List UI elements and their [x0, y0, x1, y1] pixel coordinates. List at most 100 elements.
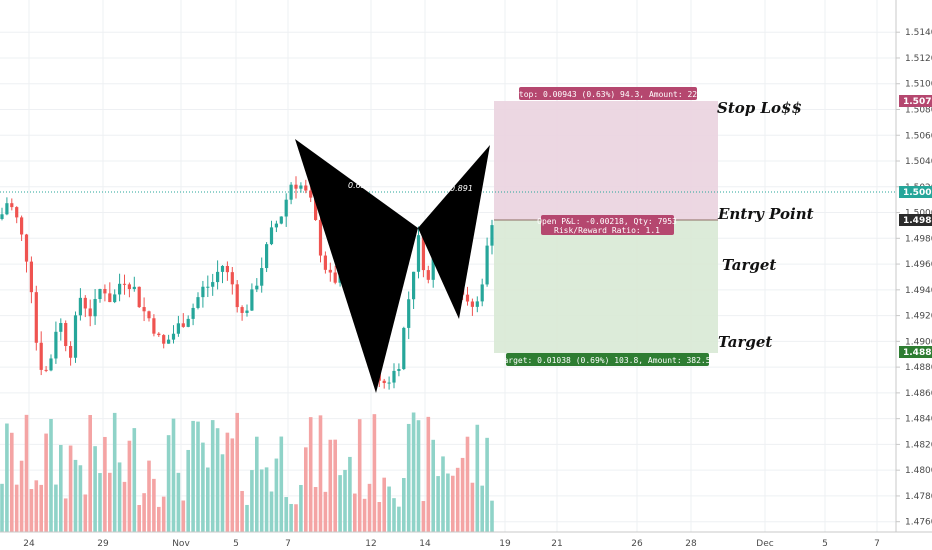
volume-bar: [402, 478, 406, 532]
volume-bar: [255, 436, 259, 532]
time-tick-label: 5: [822, 539, 828, 549]
volume-bar: [475, 424, 480, 532]
candle-body: [59, 323, 63, 332]
candle-body: [137, 286, 141, 308]
volume-bar: [377, 502, 382, 532]
price-tag-current: 1.50065: [899, 186, 932, 198]
time-tick-label: 29: [97, 539, 109, 549]
time-tick-label: 14: [419, 539, 431, 549]
candle-body: [181, 323, 185, 327]
volume-bar: [480, 485, 484, 532]
volume-bar: [274, 458, 279, 532]
time-tick-label: 21: [551, 539, 562, 549]
volume-bar: [264, 467, 269, 532]
candle-body: [490, 225, 494, 246]
candle-body: [309, 190, 313, 198]
candle-body: [73, 315, 78, 358]
volume-bar: [112, 412, 117, 532]
volume-bar: [406, 423, 411, 532]
candle-body: [113, 294, 117, 303]
candle-body: [44, 369, 48, 371]
candle-body: [49, 358, 53, 371]
candle-body: [34, 292, 38, 343]
candle-body: [20, 217, 24, 235]
candle-body: [10, 203, 14, 208]
volume-bar: [103, 436, 107, 532]
volume-bar: [465, 436, 470, 532]
candle-body: [220, 265, 225, 272]
volume-bar: [304, 447, 308, 532]
volume-bar: [490, 500, 494, 532]
time-axis[interactable]: 24 29 Nov 5 7 12 14 19 21 26 28 Dec 5 7: [23, 539, 880, 549]
volume-bar: [83, 494, 88, 532]
volume-bar: [14, 484, 19, 532]
volume-bar: [436, 476, 440, 532]
volume-bar: [0, 483, 4, 532]
volume-bar: [39, 484, 43, 532]
volume-bar: [117, 462, 122, 532]
volume-bar: [161, 496, 166, 532]
volume-bar: [196, 421, 200, 532]
volume-bar: [313, 487, 318, 532]
annotation-target-2: Target: [718, 333, 772, 351]
price-tick-label: 1.51000: [905, 80, 932, 90]
candle-body: [431, 255, 435, 280]
price-tick-label: 1.49800: [905, 234, 932, 244]
volume-bar: [338, 475, 342, 532]
price-axis[interactable]: 1.51400 1.51200 1.51000 1.50800 1.50600 1.504…: [896, 28, 932, 528]
candle-body: [206, 286, 210, 288]
candle-body: [122, 283, 127, 285]
candle-body: [186, 318, 190, 327]
candle-body: [382, 380, 386, 384]
volume-bar: [470, 482, 475, 532]
candle-body: [333, 272, 337, 283]
pattern-triangle-xab: [295, 139, 418, 393]
candle-body: [54, 331, 58, 359]
volume-bar: [279, 436, 284, 532]
candle-body: [29, 261, 33, 293]
volume-bar: [235, 412, 239, 532]
volume-bar: [357, 419, 362, 532]
candle-body: [108, 293, 112, 303]
volume-bar: [122, 481, 127, 532]
volume-bar: [411, 412, 416, 532]
volume-bar: [78, 465, 83, 532]
volume-bar: [186, 449, 190, 532]
volume-bar: [328, 439, 333, 532]
candle-body: [201, 286, 205, 298]
candle-body: [211, 282, 215, 287]
candle-body: [465, 294, 470, 302]
volume-bar: [372, 414, 377, 532]
candle-body: [323, 255, 327, 270]
volume-bar: [132, 428, 137, 532]
volume-bar: [54, 484, 58, 532]
volume-bar: [137, 505, 141, 532]
candle-body: [480, 284, 484, 302]
candle-body: [216, 271, 220, 283]
candle-body: [269, 227, 274, 245]
candle-body: [78, 297, 82, 316]
volume-bar: [387, 486, 391, 532]
svg-text:1.49847: 1.49847: [903, 216, 932, 226]
volume-bar: [323, 491, 328, 532]
price-tick-label: 1.50600: [905, 131, 932, 141]
volume-bar: [431, 439, 435, 532]
price-tick-label: 1.49000: [905, 337, 932, 347]
volume-bar: [294, 504, 298, 532]
volume-bar: [416, 420, 421, 532]
pattern-ratio-1: 0.63: [348, 181, 366, 190]
candle-body: [167, 339, 171, 344]
price-tag-target: 1.48809: [899, 346, 932, 358]
candle-body: [421, 235, 425, 271]
volume-bar: [299, 484, 303, 532]
stop-label: Stop: 0.00943 (0.63%) 94.3, Amount: 225: [514, 87, 702, 100]
volume-bar: [181, 500, 186, 532]
volume-bar: [220, 454, 225, 532]
candle-body: [284, 199, 288, 217]
bat-pattern[interactable]: 0.63 0.891: [295, 139, 490, 393]
volume-bar: [367, 483, 372, 532]
candle-body: [176, 323, 180, 334]
svg-text:Target: 0.01038 (0.69%) 103.8,: Target: 0.01038 (0.69%) 103.8, Amount: 3…: [499, 356, 716, 365]
price-tick-label: 1.50800: [905, 105, 932, 115]
